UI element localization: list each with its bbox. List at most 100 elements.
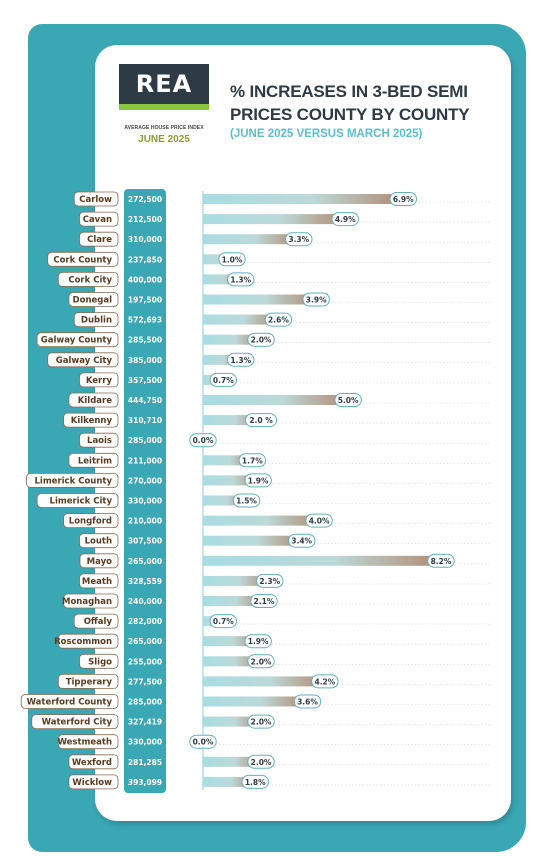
value-label: 2.0%	[251, 758, 272, 767]
value-pill	[232, 493, 261, 508]
county-pill	[73, 613, 119, 629]
price-label: 327,419	[128, 718, 162, 727]
price-label: 265,000	[128, 637, 162, 646]
county-pill	[68, 754, 119, 770]
value-label: 1.7%	[242, 456, 263, 465]
price-label: 270,000	[128, 476, 162, 485]
value-pill	[247, 654, 275, 669]
price-label: 307,500	[128, 537, 162, 546]
price-label: 328,559	[128, 577, 162, 586]
county-label: Wicklow	[72, 778, 112, 788]
value-label: 2.1%	[254, 597, 275, 606]
price-label: 237,850	[128, 255, 162, 264]
county-pill	[79, 653, 119, 669]
bar	[203, 716, 262, 727]
price-label: 212,500	[128, 215, 162, 224]
county-label: Longford	[69, 517, 112, 527]
value-pill	[250, 594, 278, 608]
price-label: 211,000	[128, 456, 162, 465]
value-pill	[227, 352, 255, 367]
value-label: 0.0%	[193, 436, 214, 445]
value-label: 8.2%	[431, 557, 452, 566]
value-pill	[245, 413, 278, 428]
county-label: Kildare	[78, 396, 112, 406]
value-label: 2.3%	[259, 577, 280, 586]
county-pill	[68, 292, 119, 307]
price-label: 310,710	[128, 416, 162, 425]
price-column	[124, 189, 166, 793]
county-label: Sligo	[88, 657, 112, 667]
bar	[203, 555, 441, 566]
value-pill	[311, 674, 339, 689]
price-label: 265,000	[128, 557, 162, 566]
price-label: 393,099	[128, 778, 162, 787]
bar	[203, 395, 349, 405]
value-pill	[389, 192, 417, 206]
chart-subtitle: (JUNE 2025 VERSUS MARCH 2025)	[230, 128, 423, 140]
county-label: Cavan	[83, 215, 112, 225]
county-label: Kilkenny	[71, 416, 113, 426]
county-pill	[79, 211, 119, 227]
county-label: Waterford City	[42, 718, 113, 728]
price-label: 444,750	[128, 396, 162, 405]
price-label: 282,000	[128, 617, 162, 626]
chart-title-line1: % INCREASES IN 3-BED SEMI	[230, 82, 468, 101]
value-label: 1.5%	[236, 497, 257, 506]
county-label: Cork City	[68, 275, 112, 285]
logo-date: JUNE 2025	[138, 134, 190, 145]
county-label: Kerry	[86, 376, 113, 386]
county-pill	[63, 593, 119, 609]
county-pill	[79, 533, 119, 549]
price-label: 572,693	[128, 316, 162, 325]
bar	[203, 314, 279, 325]
county-label: Laois	[87, 436, 112, 446]
county-pill	[63, 412, 119, 428]
value-label: 2.0 %	[249, 416, 273, 425]
county-pill	[79, 573, 119, 589]
bar	[203, 596, 264, 606]
value-label: 4.2%	[314, 677, 335, 686]
bar	[203, 776, 256, 787]
value-pill	[189, 433, 217, 448]
value-label: 3.6%	[297, 698, 318, 707]
price-label: 255,000	[128, 657, 162, 666]
price-label: 285,000	[128, 436, 162, 445]
county-pill	[79, 432, 119, 448]
county-label: Dublin	[81, 316, 112, 326]
county-label: Tipperary	[66, 677, 113, 687]
value-label: 2.0%	[251, 718, 272, 727]
county-label: Monaghan	[62, 597, 112, 607]
county-label: Wexford	[72, 758, 112, 768]
county-pill	[20, 694, 119, 709]
price-label: 310,000	[128, 235, 162, 244]
county-pill	[57, 674, 119, 689]
value-pill	[305, 513, 333, 528]
bar	[203, 415, 262, 426]
logo-stripe	[119, 104, 209, 110]
value-label: 2.6%	[268, 316, 289, 325]
value-label: 4.9%	[335, 215, 356, 224]
bar	[203, 194, 404, 204]
value-pill	[247, 714, 275, 729]
price-label: 240,000	[128, 597, 162, 606]
county-pill	[68, 452, 119, 468]
county-label: Donegal	[73, 296, 113, 306]
county-label: Westmeath	[58, 738, 112, 748]
county-label: Clare	[87, 235, 112, 245]
value-pill	[218, 252, 246, 267]
county-pill	[47, 251, 119, 267]
county-label: Galway County	[41, 336, 113, 346]
value-pill	[247, 754, 275, 769]
value-label: 1.9%	[248, 637, 269, 646]
county-label: Meath	[82, 577, 112, 587]
value-label: 2.0%	[251, 336, 272, 345]
county-pill	[26, 472, 119, 488]
county-label: Roscommon	[54, 637, 112, 647]
county-label: Limerick City	[50, 497, 113, 507]
value-pill	[241, 774, 269, 789]
bar	[203, 475, 259, 486]
value-pill	[287, 533, 316, 548]
value-label: 1.9%	[248, 476, 269, 485]
county-label: Carlow	[79, 195, 112, 205]
bar	[203, 575, 270, 586]
